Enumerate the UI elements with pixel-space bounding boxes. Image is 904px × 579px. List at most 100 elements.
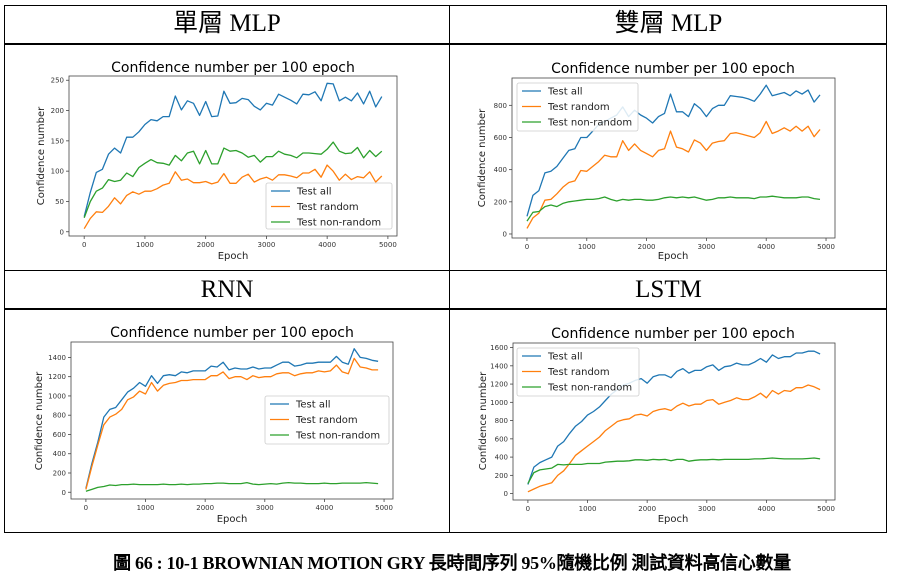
- y-axis-label: Confidence number: [478, 371, 489, 470]
- x-tick-label: 1000: [579, 505, 597, 513]
- chart-lstm: Confidence number per 100 epoch Epoch Co…: [478, 326, 836, 525]
- y-tick-label: 100: [51, 168, 64, 176]
- chart-single-mlp: Confidence number per 100 epoch Epoch Co…: [36, 60, 398, 262]
- x-tick-label: 5000: [379, 241, 397, 249]
- x-axis-label: Epoch: [658, 514, 689, 525]
- plot-frame: [70, 341, 394, 500]
- legend: Test all Test random Test non-random: [264, 395, 390, 445]
- legend-box: [516, 82, 639, 132]
- chart-title: Confidence number per 100 epoch: [111, 60, 355, 76]
- x-tick-label: 2000: [638, 243, 656, 251]
- series-line-test-non-random: [527, 457, 821, 484]
- x-axis-label: Epoch: [218, 251, 249, 262]
- series-line-test-all: [85, 348, 379, 489]
- y-tick-label: 800: [53, 412, 66, 420]
- y-tick-label: 50: [55, 198, 64, 206]
- chart-title: Confidence number per 100 epoch: [551, 61, 795, 77]
- chart-title: Confidence number per 100 epoch: [110, 325, 354, 341]
- x-tick-label: 5000: [375, 504, 393, 512]
- y-tick-label: 1600: [490, 344, 508, 352]
- series-line-test-random: [85, 357, 379, 490]
- chart-title: Confidence number per 100 epoch: [551, 326, 795, 342]
- plot-frame: [68, 75, 398, 237]
- y-tick-label: 1000: [48, 392, 66, 400]
- panel-title-single-mlp: 單層 MLP: [173, 10, 281, 37]
- y-tick-label: 150: [51, 137, 64, 145]
- legend-label: Test random: [296, 202, 359, 213]
- y-tick-label: 400: [53, 450, 66, 458]
- y-axis-label: Confidence number: [477, 108, 488, 207]
- x-tick-label: 2000: [197, 241, 215, 249]
- y-axis-label: Confidence number: [34, 371, 45, 470]
- figure-caption: 圖 66 : 10-1 BROWNIAN MOTION GRY 長時間序列 95…: [113, 553, 791, 573]
- y-tick-label: 1200: [490, 381, 508, 389]
- y-tick-label: 1000: [490, 399, 508, 407]
- legend-label: Test non-random: [296, 218, 381, 229]
- panel-title-lstm: LSTM: [635, 276, 702, 303]
- results-table: [4, 5, 887, 533]
- x-tick-label: 5000: [817, 243, 835, 251]
- x-tick-label: 5000: [817, 505, 835, 513]
- series-line-test-all: [83, 82, 383, 217]
- x-tick-label: 2000: [638, 505, 656, 513]
- table-header-divider-bottom: [4, 308, 887, 310]
- y-tick-label: 800: [494, 102, 507, 110]
- y-tick-label: 200: [495, 472, 508, 480]
- x-axis-label: Epoch: [658, 251, 689, 262]
- y-tick-label: 1200: [48, 373, 66, 381]
- y-tick-label: 200: [51, 107, 64, 115]
- x-tick-label: 3000: [698, 505, 716, 513]
- x-tick-label: 4000: [318, 241, 336, 249]
- legend-label: Test all: [547, 87, 583, 98]
- x-tick-label: 4000: [758, 505, 776, 513]
- panel-title-rnn: RNN: [200, 276, 254, 303]
- x-tick-label: 2000: [196, 504, 214, 512]
- x-tick-label: 0: [82, 241, 86, 249]
- legend: Test all Test random Test non-random: [516, 347, 640, 397]
- y-tick-label: 1400: [48, 354, 66, 362]
- table-header-divider-top: [4, 43, 887, 45]
- series-line-test-random: [527, 384, 821, 493]
- series-line-test-random: [526, 120, 821, 229]
- legend-label: Test all: [295, 400, 331, 411]
- legend-label: Test non-random: [295, 431, 380, 442]
- y-tick-label: 200: [53, 469, 66, 477]
- y-axis-label: Confidence number: [36, 106, 47, 205]
- y-tick-label: 0: [62, 489, 66, 497]
- series-line-test-all: [527, 350, 821, 485]
- legend-label: Test random: [295, 415, 358, 426]
- y-tick-label: 400: [494, 166, 507, 174]
- legend-label: Test all: [547, 352, 583, 363]
- x-tick-label: 4000: [316, 504, 334, 512]
- legend-box: [516, 347, 640, 397]
- x-axis-label: Epoch: [217, 514, 248, 525]
- legend-box: [265, 182, 393, 230]
- y-tick-label: 600: [495, 435, 508, 443]
- y-tick-label: 200: [494, 198, 507, 206]
- x-tick-label: 3000: [256, 504, 274, 512]
- chart-double-mlp: Confidence number per 100 epoch Epoch Co…: [477, 61, 836, 262]
- y-tick-label: 600: [53, 431, 66, 439]
- plot-frame: [511, 77, 836, 239]
- series-line-test-random: [83, 164, 383, 230]
- x-tick-label: 3000: [257, 241, 275, 249]
- series-line-test-non-random: [85, 481, 379, 492]
- legend-label: Test all: [296, 187, 332, 198]
- x-tick-label: 0: [525, 243, 529, 251]
- x-tick-label: 4000: [757, 243, 775, 251]
- legend-label: Test non-random: [547, 118, 632, 129]
- y-tick-label: 0: [503, 230, 507, 238]
- y-tick-label: 250: [51, 77, 64, 85]
- legend: Test all Test random Test non-random: [265, 182, 393, 230]
- y-tick-label: 1400: [490, 362, 508, 370]
- y-tick-label: 800: [495, 417, 508, 425]
- plot-frame: [512, 342, 836, 501]
- x-tick-label: 0: [526, 505, 530, 513]
- table-row-divider: [4, 270, 887, 271]
- y-tick-label: 400: [495, 454, 508, 462]
- x-tick-label: 1000: [578, 243, 596, 251]
- y-tick-label: 600: [494, 134, 507, 142]
- y-tick-label: 0: [504, 490, 508, 498]
- table-column-divider: [449, 5, 450, 533]
